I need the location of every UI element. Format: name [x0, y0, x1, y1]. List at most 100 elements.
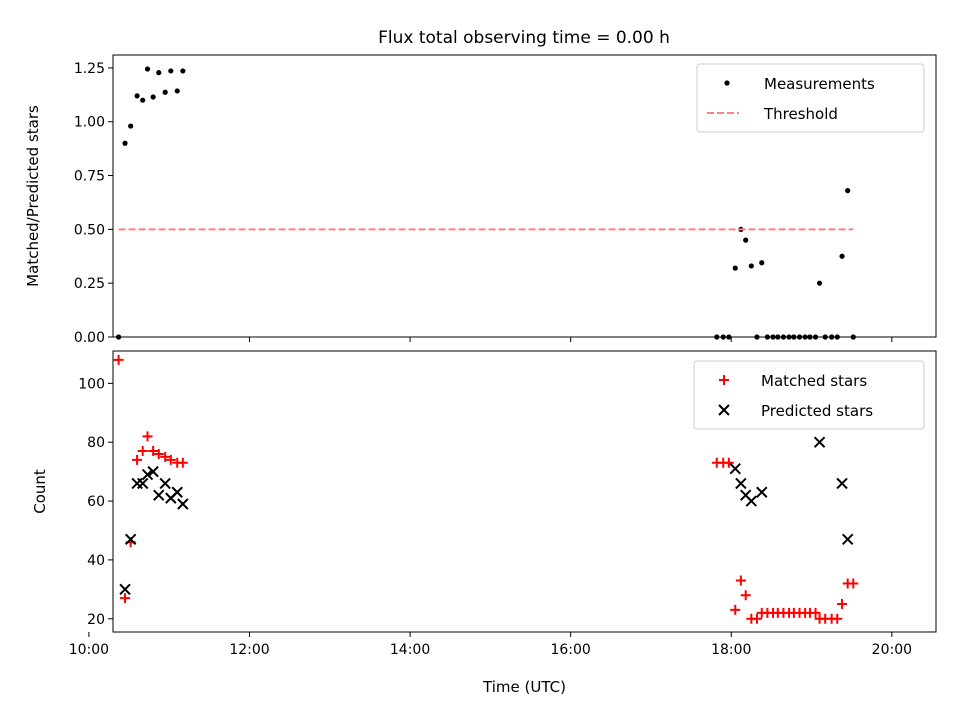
matched-stars-point	[113, 354, 124, 365]
matched-stars-point	[148, 446, 159, 457]
y-tick-label: 20	[87, 612, 105, 628]
measurements-point	[714, 334, 720, 340]
measurements-point	[770, 334, 776, 340]
measurements-point	[816, 280, 823, 286]
measurements-point	[168, 68, 174, 74]
y-tick-label: 40	[87, 553, 105, 569]
legend-swatch-measurements	[724, 80, 730, 86]
axes-frame	[112, 350, 937, 633]
measurements-point	[116, 334, 122, 340]
matched-stars-point	[810, 607, 821, 618]
y-axis-label: Matched/Predicted stars	[24, 105, 42, 287]
predicted-stars-point	[813, 436, 826, 448]
predicted-stars-point	[124, 533, 137, 546]
measurements-point	[786, 334, 792, 340]
x-tick-label: 14:00	[390, 642, 430, 658]
chart-title: Flux total observing time = 0.00 h	[378, 28, 670, 48]
predicted-stars-point	[119, 583, 131, 596]
y-tick-label: 0.00	[74, 330, 105, 346]
matched-stars-point	[848, 578, 859, 589]
measurements-point	[764, 334, 770, 340]
chart-panels: 0.00 0.25 0.50 0.75 1.00 1.25 Matched/Predicte…	[24, 54, 937, 696]
x-tick-label: 20:00	[872, 642, 912, 658]
y-tick-label: 60	[87, 494, 105, 510]
matched-stars-point	[160, 451, 171, 462]
legend-label-predicted-stars: Predicted stars	[761, 402, 873, 420]
measurements-point	[140, 97, 146, 103]
measurements-point	[839, 253, 845, 259]
measurements-point	[807, 334, 813, 340]
measurements-point	[156, 70, 162, 76]
matched-stars-point	[137, 446, 148, 457]
measurements-point	[812, 334, 819, 340]
predicted-stars-point	[729, 462, 741, 475]
predicted-stars-point	[137, 477, 149, 490]
y-tick-label: 0.25	[74, 276, 105, 292]
matched-stars-point	[723, 457, 734, 468]
measurements-point	[759, 260, 765, 266]
matched-stars-point	[730, 604, 741, 615]
legend-box	[693, 360, 925, 430]
measurements-point	[162, 89, 168, 95]
y-tick-label: 100	[78, 376, 105, 392]
measurements-point	[775, 334, 781, 340]
matched-stars-point	[751, 613, 762, 624]
matched-stars-point	[142, 431, 153, 442]
measurements-point	[845, 188, 851, 194]
measurements-point	[174, 88, 180, 94]
predicted-stars-point	[841, 533, 854, 546]
axes-frame	[112, 54, 937, 338]
predicted-stars-point	[141, 468, 154, 481]
measurements-point	[134, 93, 140, 99]
y-axis-label: Count	[31, 469, 49, 514]
predicted-stars-point	[177, 498, 189, 510]
matched-stars-point	[837, 599, 848, 610]
y-tick-label: 0.75	[74, 169, 105, 185]
legend-label-matched-stars: Matched stars	[761, 372, 867, 390]
series-group	[113, 354, 859, 624]
y-tick-label: 0.50	[74, 222, 105, 238]
measurements-point	[122, 140, 128, 146]
matched-stars-point	[832, 613, 843, 624]
matched-stars-point	[735, 575, 746, 586]
predicted-stars-point	[756, 486, 768, 498]
x-tick-label: 12:00	[229, 642, 269, 658]
measurements-point	[796, 334, 803, 340]
x-tick-label: 10:00	[69, 642, 109, 658]
legend: Matched stars Predicted stars	[693, 360, 925, 430]
predicted-stars-point	[735, 477, 747, 490]
measurements-point	[150, 94, 156, 100]
matched-stars-point	[165, 454, 176, 465]
predicted-stars-point	[159, 477, 171, 490]
predicted-stars-point	[745, 495, 758, 507]
series-group	[116, 66, 856, 340]
measurements-point	[732, 265, 738, 271]
x-tick-label: 18:00	[711, 642, 751, 658]
measurements-point	[802, 334, 808, 340]
panel-2: 20 40 60 80 100 10:00 12:00 14:00 16:00 18:00 20:0…	[31, 350, 937, 696]
matched-stars-point	[153, 448, 164, 459]
predicted-stars-point	[153, 489, 165, 501]
y-tick-label: 1.00	[74, 115, 105, 131]
measurements-point	[743, 237, 749, 243]
legend-swatch-matched-stars	[719, 375, 729, 385]
predicted-stars-point	[147, 465, 159, 478]
y-tick-label: 1.25	[74, 61, 105, 77]
measurements-point	[726, 334, 732, 340]
measurements-point	[720, 334, 726, 340]
predicted-stars-point	[836, 477, 848, 490]
measurements-point	[822, 334, 828, 340]
measurements-point	[829, 334, 835, 340]
x-tick-label: 16:00	[550, 642, 590, 658]
measurements-point	[754, 334, 760, 340]
measurements-point	[780, 334, 787, 340]
legend-box	[696, 63, 925, 133]
legend-swatch-predicted-stars	[718, 404, 730, 416]
measurements-point	[791, 334, 797, 340]
measurements-point	[748, 263, 754, 269]
matched-stars-point	[120, 593, 131, 604]
panel-1: 0.00 0.25 0.50 0.75 1.00 1.25 Matched/Predicte…	[24, 54, 937, 346]
matched-stars-point	[132, 454, 143, 465]
x-axis-label: Time (UTC)	[482, 678, 566, 696]
